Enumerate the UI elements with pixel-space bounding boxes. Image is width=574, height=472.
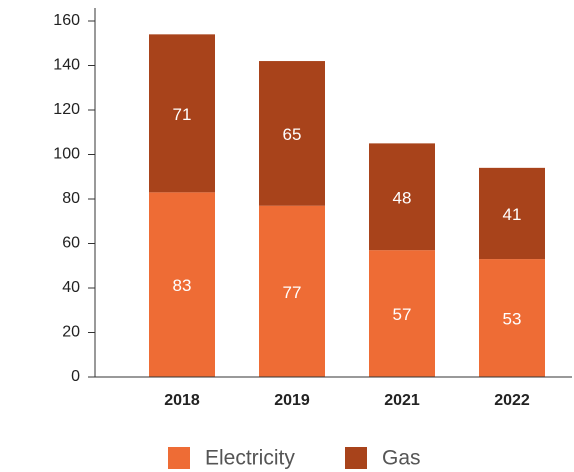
bar-segment — [259, 61, 325, 206]
data-label: 48 — [393, 188, 412, 207]
data-label: 71 — [173, 105, 192, 124]
x-tick-label: 2021 — [384, 392, 420, 409]
bar-segment — [259, 205, 325, 377]
legend-swatch — [345, 447, 367, 469]
data-label: 53 — [503, 310, 522, 329]
bar-segment — [479, 167, 545, 260]
legend-label: Electricity — [205, 447, 295, 470]
x-tick-label: 2019 — [274, 392, 310, 409]
data-label: 57 — [393, 305, 412, 324]
legend-swatch — [168, 447, 190, 469]
y-tick-label: 120 — [53, 101, 80, 118]
y-tick-label: 0 — [71, 368, 80, 385]
y-tick-label: 60 — [62, 235, 80, 252]
y-tick-label: 80 — [62, 190, 80, 207]
data-label: 77 — [283, 283, 302, 302]
y-tick-label: 160 — [53, 12, 80, 29]
data-label: 83 — [173, 276, 192, 295]
x-tick-label: 2022 — [494, 392, 530, 409]
y-tick-label: 100 — [53, 146, 80, 163]
legend-label: Gas — [382, 447, 421, 470]
bar-segment — [149, 192, 215, 377]
y-tick-label: 20 — [62, 324, 80, 341]
bar-segment — [479, 259, 545, 377]
data-label: 65 — [283, 125, 302, 144]
bar-segment — [369, 250, 435, 377]
data-label: 41 — [503, 205, 522, 224]
y-tick-label: 140 — [53, 57, 80, 74]
bar-segment — [369, 143, 435, 251]
bar-segment — [149, 34, 215, 193]
x-tick-label: 2018 — [164, 392, 200, 409]
y-tick-label: 40 — [62, 279, 80, 296]
